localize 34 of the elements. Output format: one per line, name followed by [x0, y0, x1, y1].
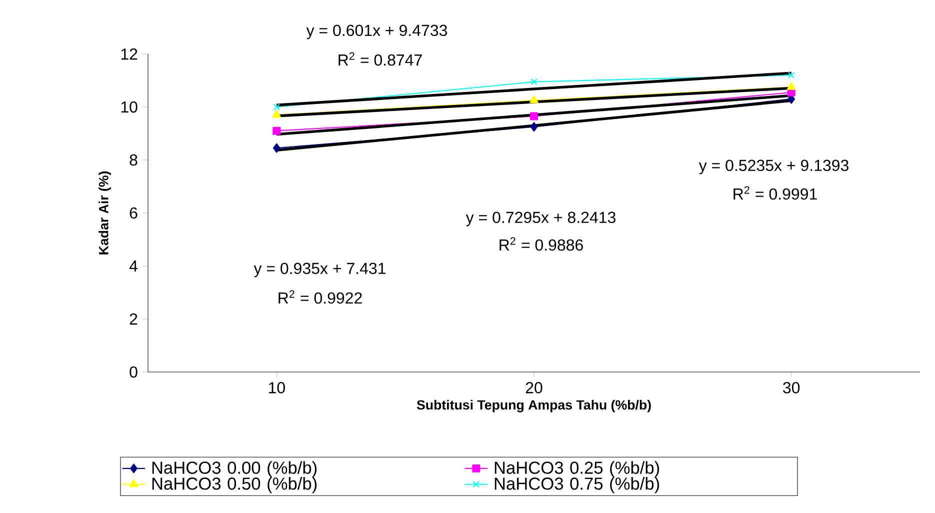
x-tick-label: 30 [783, 382, 800, 394]
annotation: R$^{2}$ = 0.9886 [500, 237, 583, 251]
x-axis-title: Subtitusi Tepung Ampas Tahu (%b/b) [416, 400, 651, 412]
point [786, 82, 796, 90]
y-tick-label: 6 [130, 207, 138, 219]
y-tick-label: 8 [130, 154, 138, 166]
legend-label: NaHCO3 0.00 (%b/b) [152, 461, 317, 478]
legend-label: NaHCO3 0.25 (%b/b) [494, 461, 660, 478]
legend-label: NaHCO3 0.50 (%b/b) [152, 477, 317, 494]
y-tick-label: 2 [130, 313, 138, 325]
point [272, 143, 280, 153]
y-tick-label: 0 [130, 366, 138, 378]
point [788, 72, 795, 79]
y-tick-label: 10 [121, 101, 138, 113]
point [530, 95, 538, 104]
point [272, 126, 281, 135]
annotation: y = 0.5235x + 9.1393 [698, 160, 848, 174]
annotation: y = 0.7295x + 8.2413 [466, 212, 616, 226]
point [273, 104, 280, 110]
annotation: y = 0.935x + 7.431 [254, 262, 386, 278]
y-tick-label: 12 [121, 48, 138, 60]
x-tick-label: 20 [526, 382, 542, 394]
legend-label: NaHCO3 0.75 (%b/b) [494, 477, 660, 494]
annotation: R$^{2}$ = 0.8747 [338, 52, 422, 66]
point [530, 78, 538, 86]
y-tick-label: 4 [129, 260, 138, 272]
point [530, 122, 538, 132]
x-tick-label: 10 [268, 382, 285, 394]
text: y = 0.601x + 9.4733 [306, 24, 448, 40]
annotation: R$^{2}$ = 0.9922 [278, 290, 362, 304]
annotation: R$^{2}$ = 0.9991 [734, 186, 817, 200]
point [530, 112, 538, 120]
point [272, 110, 282, 118]
y-axis-title: Kadar Air (%) [98, 171, 112, 254]
